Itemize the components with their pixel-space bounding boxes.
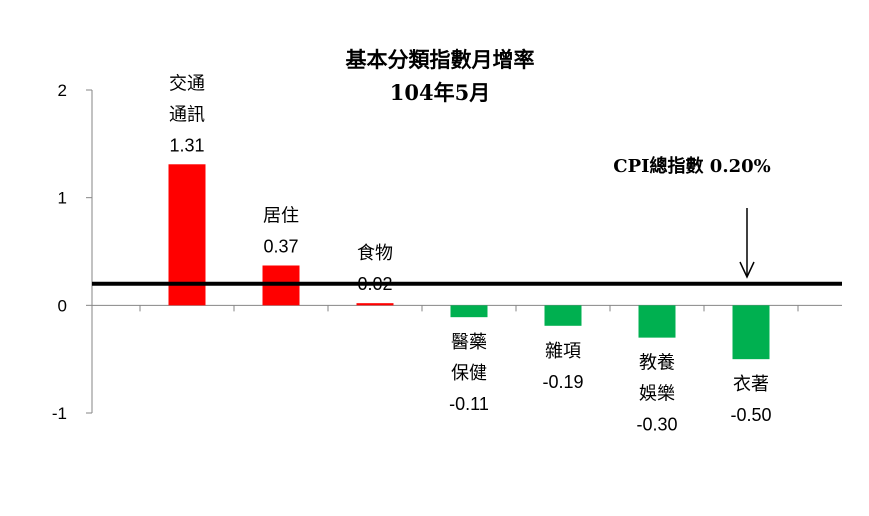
y-tick-label: 1 <box>58 189 67 208</box>
cpi-label: CPI總指數 0.20% <box>613 155 771 177</box>
category-label: 醫藥 <box>451 332 487 353</box>
y-tick-label: 2 <box>58 81 67 100</box>
category-label: 交通 <box>169 73 205 94</box>
category-label: 教養 <box>639 353 675 374</box>
data-labels: 1.31通訊交通0.37居住0.02食物醫藥保健-0.11雜項-0.19教養娛樂… <box>169 73 772 434</box>
value-label: -0.50 <box>730 405 771 425</box>
chart-title: 基本分類指數月增率 <box>346 47 535 72</box>
bars <box>168 164 770 360</box>
chart-subtitle: 104年5月 <box>390 80 490 105</box>
y-tick-label: 0 <box>58 296 67 315</box>
value-label: 1.31 <box>169 135 204 155</box>
category-label: 娛樂 <box>639 384 675 405</box>
reference: CPI總指數 0.20% <box>92 155 842 286</box>
y-tick-label: -1 <box>52 404 67 423</box>
value-label: -0.11 <box>449 394 489 414</box>
value-label: -0.19 <box>542 372 583 392</box>
axes: 2 1 0 -1 <box>52 81 842 423</box>
bar <box>638 305 676 338</box>
value-label: -0.30 <box>636 415 677 435</box>
category-label: 雜項 <box>545 341 581 362</box>
bar <box>732 305 770 360</box>
category-label: 食物 <box>357 243 393 264</box>
category-label: 通訊 <box>169 104 205 125</box>
category-label: 衣著 <box>733 374 769 395</box>
bar <box>356 303 394 306</box>
category-label: 保健 <box>451 363 487 384</box>
bar <box>544 305 582 326</box>
arrow-head-icon <box>739 261 755 279</box>
category-label: 居住 <box>263 205 299 226</box>
value-label: 0.37 <box>263 236 298 256</box>
bar <box>450 305 488 318</box>
